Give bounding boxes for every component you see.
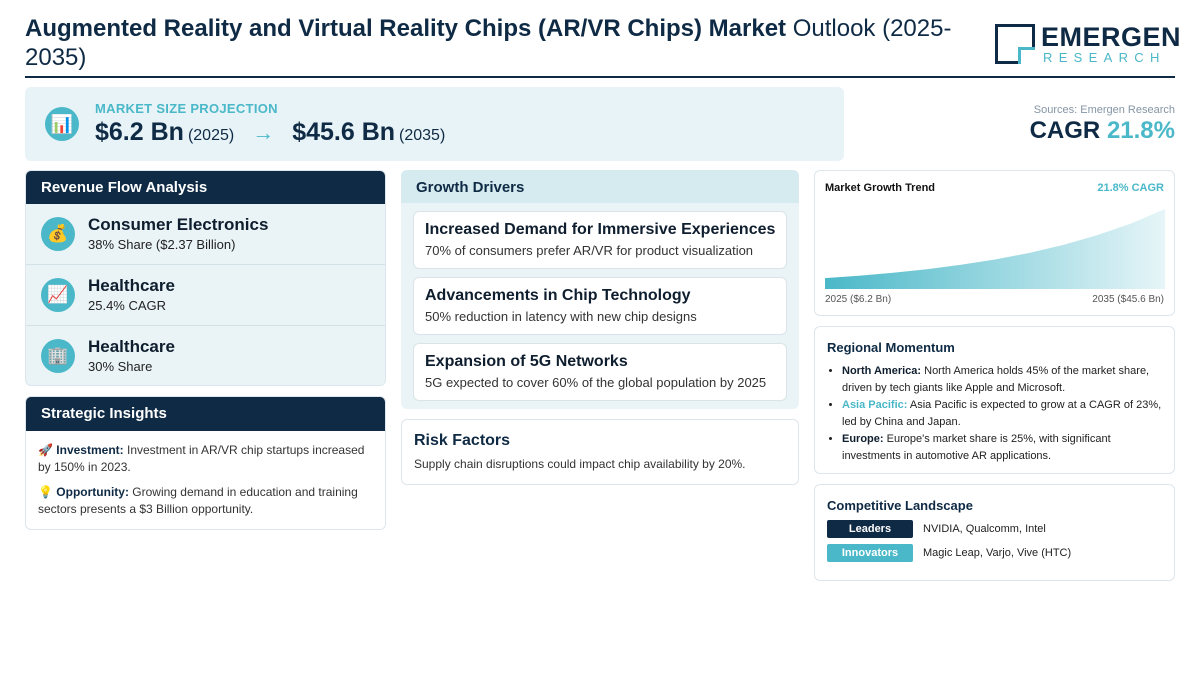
region-name: Europe: [842,433,884,445]
insight-text: Investment in AR/VR chip startups increa… [38,443,365,474]
logo-subtext: RESEARCH [1043,50,1166,65]
emergen-logo: EMERGEN RESEARCH [995,22,1181,66]
revenue-item-name: Healthcare [88,276,175,295]
lightbulb-icon: 💡 [38,485,53,499]
revenue-item: 📈 Healthcare 25.4% CAGR [26,265,385,326]
region-text: Asia Pacific is expected to grow at a CA… [842,399,1162,428]
page-title-rest: Outlook (2025-2035) [25,15,952,71]
start-value: $6.2 Bn [95,118,184,146]
building-icon: 🏢 [41,339,75,373]
projection-label: MARKET SIZE PROJECTION [95,101,278,116]
page-title-bold: Augmented Reality and Virtual Reality Ch… [25,15,787,42]
leaders-list: NVIDIA, Qualcomm, Intel [923,523,1046,535]
trend-cagr: 21.8% CAGR [1097,182,1164,194]
revenue-item-detail: 30% Share [88,359,153,374]
risk-detail: Supply chain disruptions could impact ch… [414,457,746,471]
bar-chart-icon: 📊 [45,107,79,141]
money-bag-icon: 💰 [41,217,75,251]
driver-title: Advancements in Chip Technology [425,287,691,304]
logo-wordmark: EMERGEN [1041,22,1182,52]
trend-end-label: 2035 ($45.6 Bn) [1092,294,1164,305]
competitive-heading: Competitive Landscape [827,498,973,513]
insight-label: Opportunity: [56,485,129,499]
growth-drivers-card: Growth Drivers Increased Demand for Imme… [401,170,799,409]
growth-area [825,209,1165,289]
growth-area-chart [825,209,1165,289]
revenue-item-detail: 38% Share ($2.37 Billion) [88,237,236,252]
insight-investment: 🚀 Investment: Investment in AR/VR chip s… [38,442,373,476]
competitive-landscape-card: Competitive Landscape Leaders NVIDIA, Qu… [814,484,1175,581]
end-year: (2035) [399,127,446,144]
risk-factors-card: Risk Factors Supply chain disruptions co… [401,419,799,485]
revenue-item-name: Healthcare [88,337,175,356]
region-item: North America: North America holds 45% o… [842,363,1167,396]
chart-up-icon: 📈 [41,278,75,312]
revenue-item: 🏢 Healthcare 30% Share [26,326,385,385]
growth-drivers-heading: Growth Drivers [401,170,799,203]
growth-driver-item: Increased Demand for Immersive Experienc… [413,211,787,269]
end-value: $45.6 Bn [292,118,396,146]
region-name: Asia Pacific: [842,399,908,411]
page-header: Augmented Reality and Virtual Reality Ch… [25,14,1181,78]
region-name: North America: [842,365,922,377]
sources-note: Sources: Emergen Research [1033,104,1175,116]
revenue-flow-heading: Revenue Flow Analysis [26,171,385,204]
strategic-insights-card: Strategic Insights 🚀 Investment: Investm… [25,396,386,530]
market-size-projection: 📊 MARKET SIZE PROJECTION $6.2 Bn (2025) → $… [25,87,844,161]
region-text: Europe's market share is 25%, with signi… [842,433,1111,462]
insight-text: Growing demand in education and training… [38,485,358,516]
projection-values: $6.2 Bn (2025) → $45.6 Bn (2035) [95,118,445,147]
trend-start-label: 2025 ($6.2 Bn) [825,294,892,305]
trend-title: Market Growth Trend [825,182,936,194]
innovators-tag: Innovators [827,544,913,562]
leaders-tag: Leaders [827,520,913,538]
cagr-label: CAGR [1029,117,1101,144]
cagr-value: 21.8% [1106,117,1175,144]
innovators-list: Magic Leap, Varjo, Vive (HTC) [923,547,1072,559]
revenue-item-detail: 25.4% CAGR [88,298,167,313]
driver-detail: 5G expected to cover 60% of the global p… [425,375,767,390]
risk-title: Risk Factors [414,432,511,449]
region-item: Asia Pacific: Asia Pacific is expected t… [842,397,1167,430]
revenue-item: 💰 Consumer Electronics 38% Share ($2.37 … [26,204,385,265]
revenue-flow-card: Revenue Flow Analysis 💰 Consumer Electro… [25,170,386,386]
rocket-icon: 🚀 [38,443,53,457]
strategic-insights-heading: Strategic Insights [26,397,385,431]
driver-detail: 70% of consumers prefer AR/VR for produc… [425,243,754,258]
driver-detail: 50% reduction in latency with new chip d… [425,309,697,324]
regional-heading: Regional Momentum [827,340,955,355]
insight-label: Investment: [56,443,124,457]
revenue-item-name: Consumer Electronics [88,215,269,234]
insight-opportunity: 💡 Opportunity: Growing demand in educati… [38,484,373,518]
driver-title: Expansion of 5G Networks [425,353,628,370]
logo-mark-icon [995,24,1035,64]
start-year: (2025) [187,127,235,144]
driver-title: Increased Demand for Immersive Experienc… [425,221,776,238]
page-title: Augmented Reality and Virtual Reality Ch… [25,14,975,72]
region-item: Europe: Europe's market share is 25%, wi… [842,431,1167,464]
cagr-summary: CAGR 21.8% [1030,117,1175,145]
growth-driver-item: Advancements in Chip Technology 50% redu… [413,277,787,335]
regional-momentum-card: Regional Momentum North America: North A… [814,326,1175,474]
growth-driver-item: Expansion of 5G Networks 5G expected to … [413,343,787,401]
market-growth-trend-card: Market Growth Trend 21.8% CAGR 2025 ($6.… [814,170,1175,316]
regional-list: North America: North America holds 45% o… [842,363,1167,465]
arrow-right-icon: → [252,120,275,145]
region-text: North America holds 45% of the market sh… [842,365,1150,394]
